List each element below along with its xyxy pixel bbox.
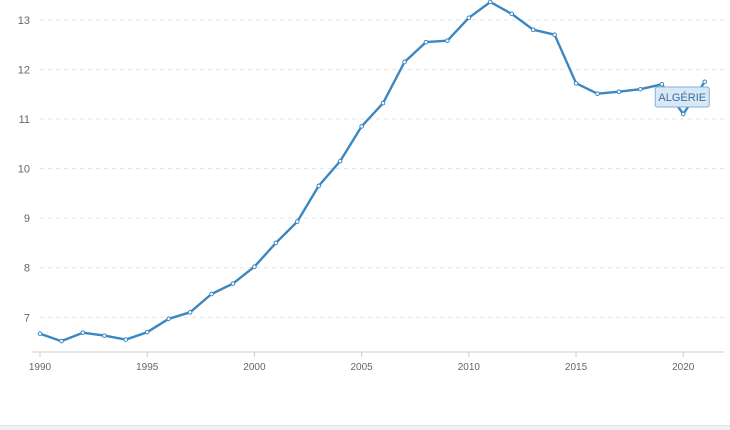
y-tick-label: 8 — [24, 263, 30, 275]
data-point — [144, 329, 150, 335]
data-point — [37, 331, 43, 336]
x-tick-label: 2020 — [672, 362, 695, 373]
series-line — [38, 0, 706, 343]
data-point — [680, 111, 686, 117]
data-point — [445, 38, 450, 43]
data-point — [209, 291, 214, 297]
data-point — [380, 100, 386, 106]
y-tick-label: 11 — [19, 114, 30, 126]
data-point — [80, 330, 86, 335]
data-point — [59, 338, 64, 344]
x-tick-label: 1990 — [29, 362, 52, 373]
data-point — [230, 281, 236, 286]
data-point — [552, 32, 557, 38]
series-layer — [37, 0, 708, 344]
x-tick-label: 2015 — [565, 362, 588, 373]
data-point — [423, 39, 429, 45]
data-point — [487, 0, 493, 5]
data-point — [466, 15, 472, 21]
tooltip-box — [654, 86, 710, 108]
data-point — [402, 59, 407, 65]
x-tick-label: 1995 — [136, 362, 159, 373]
tooltip-label: ALGÉRIE — [658, 91, 706, 104]
y-tick-label: 12 — [18, 64, 30, 76]
data-point — [659, 81, 665, 87]
data-point — [573, 80, 579, 86]
data-point — [702, 79, 708, 85]
data-point — [102, 333, 107, 338]
grid-layer — [40, 19, 724, 318]
data-point — [595, 91, 600, 97]
x-tick-label: 2010 — [458, 362, 481, 373]
x-tick-label: 2005 — [351, 362, 374, 373]
y-tick-label: 10 — [18, 164, 30, 176]
tooltip: ALGÉRIE — [654, 86, 710, 108]
tooltip-layer: ALGÉRIE — [654, 86, 710, 108]
axis-layer: 7 8 9 10 11 12 13 1990 1995 2000 2005 2010 2015 2020 — [18, 15, 724, 373]
y-tick-label: 13 — [18, 15, 30, 27]
data-point — [616, 89, 622, 95]
data-point — [166, 316, 171, 322]
page-bottom-border — [0, 425, 730, 430]
data-point — [509, 11, 515, 17]
data-point — [638, 86, 643, 92]
data-point — [273, 240, 279, 246]
data-point — [359, 124, 364, 129]
data-point — [252, 264, 257, 270]
y-tick-label: 9 — [24, 213, 30, 225]
data-point — [295, 219, 300, 224]
data-point — [530, 27, 536, 33]
data-point — [337, 158, 343, 164]
data-point — [316, 183, 322, 189]
data-point — [123, 337, 129, 342]
data-point — [187, 310, 193, 315]
x-tick-label: 2000 — [243, 362, 266, 373]
y-tick-label: 7 — [24, 312, 30, 324]
